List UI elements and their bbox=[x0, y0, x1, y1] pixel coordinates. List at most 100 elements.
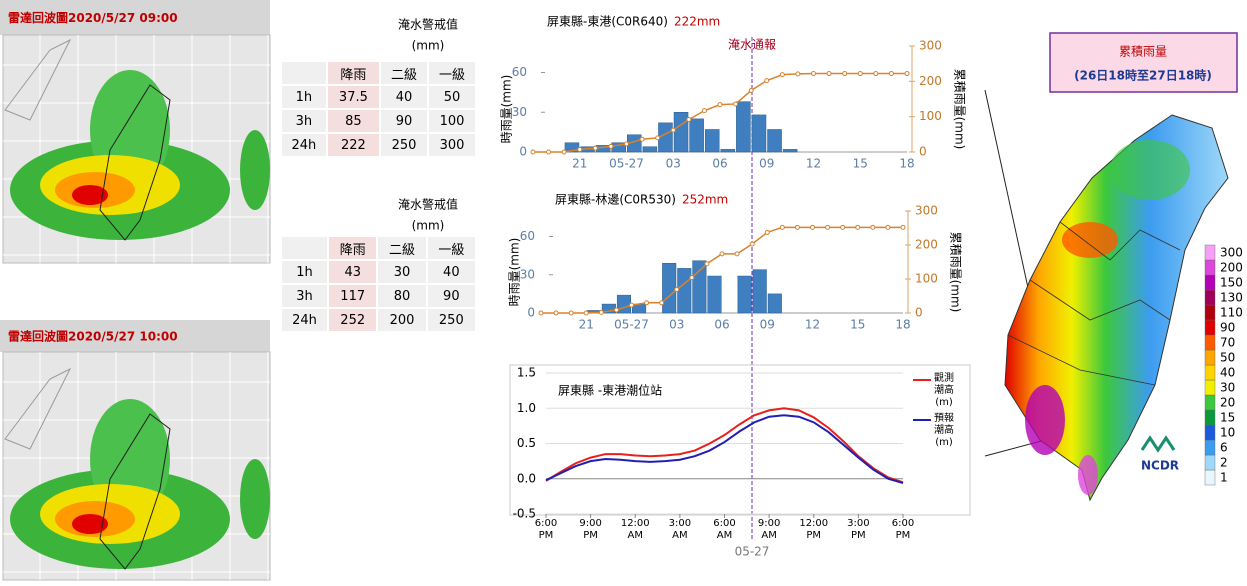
x-tick-label: 12:00 AM bbox=[620, 518, 650, 541]
line-point bbox=[842, 71, 848, 77]
echo-green bbox=[240, 459, 270, 539]
table-row: 3h 117 80 90 bbox=[282, 285, 475, 307]
legend-label: 150 bbox=[1220, 276, 1243, 290]
y-tick-label: 0 bbox=[527, 306, 535, 320]
line-point bbox=[670, 127, 676, 133]
line-point bbox=[840, 224, 846, 230]
line-point bbox=[733, 101, 739, 107]
x-tick-label: 6:00 AM bbox=[713, 518, 736, 541]
legend-label: 6 bbox=[1220, 441, 1228, 455]
line-point bbox=[704, 261, 710, 267]
x-tick-label: 18 bbox=[899, 157, 914, 171]
line-point bbox=[577, 147, 583, 153]
table-cell: 50 bbox=[428, 86, 475, 108]
table-cell: 24h bbox=[282, 134, 326, 156]
bar bbox=[642, 146, 658, 153]
threshold-table: 降雨 二級 一級 1h 43 30 40 3h 117 80 90 24h 252 200 250 bbox=[280, 235, 477, 333]
bar bbox=[707, 275, 722, 314]
table-cell: 300 bbox=[428, 134, 475, 156]
table-cell: 200 bbox=[378, 309, 426, 331]
rain-area bbox=[1025, 385, 1065, 455]
x-tick-label: 3:00 PM bbox=[847, 518, 870, 541]
legend-label: 預報潮高(m) bbox=[934, 413, 954, 448]
table-row: 24h 222 250 300 bbox=[282, 134, 475, 156]
legend-label: 200 bbox=[1220, 261, 1243, 275]
echo-green bbox=[240, 130, 270, 210]
line bbox=[545, 407, 904, 484]
legend-color bbox=[1204, 379, 1216, 396]
line-point bbox=[546, 149, 552, 155]
line-point bbox=[538, 310, 544, 316]
threshold-table: 降雨 二級 一級 1h 37.5 40 50 3h 85 90 100 24h 222 250 300 bbox=[280, 60, 477, 158]
line-point bbox=[686, 116, 692, 122]
line-point bbox=[659, 300, 665, 306]
radar-header bbox=[0, 320, 270, 352]
county-line bbox=[1059, 221, 1181, 261]
legend-color bbox=[1204, 439, 1216, 456]
table-unit: (mm) bbox=[412, 39, 445, 53]
bar bbox=[767, 129, 782, 153]
x-tick-label: 21 bbox=[579, 318, 594, 332]
bar bbox=[736, 101, 751, 153]
radar-title: 雷達回波圖2020/5/27 09:00 bbox=[8, 10, 178, 25]
y-tick-label: 0.5 bbox=[517, 436, 536, 450]
line-point bbox=[561, 149, 567, 155]
map-title: 累積雨量 bbox=[1119, 44, 1167, 59]
x-tick-label: 09 bbox=[759, 157, 774, 171]
bar bbox=[751, 114, 767, 153]
line-point bbox=[779, 224, 785, 230]
table-cell: 3h bbox=[282, 285, 328, 307]
x-tick-label: 06 bbox=[714, 318, 729, 332]
y2-tick-label: 200 bbox=[919, 74, 942, 88]
x-tick-label: 03 bbox=[666, 157, 681, 171]
bar bbox=[720, 149, 736, 153]
y-tick-label: 0.0 bbox=[517, 471, 536, 485]
table-cell: 85 bbox=[327, 110, 379, 132]
legend-color bbox=[1204, 319, 1216, 336]
line-point bbox=[717, 102, 723, 108]
bar bbox=[658, 122, 673, 153]
table-cell: 117 bbox=[329, 285, 377, 307]
y-tick-label: 60 bbox=[512, 65, 527, 79]
line-point bbox=[719, 251, 725, 257]
chart-title: 屏東縣-東港(C0R640) bbox=[547, 15, 668, 29]
legend-color bbox=[1204, 274, 1216, 291]
line-point bbox=[639, 136, 645, 142]
legend-color bbox=[1204, 289, 1216, 306]
x-tick-label: 21 bbox=[572, 157, 587, 171]
y-tick-label: 1.0 bbox=[517, 401, 536, 415]
y2-tick-label: 0 bbox=[915, 306, 923, 320]
line-point bbox=[530, 149, 536, 155]
x-tick-label: 09 bbox=[760, 318, 775, 332]
island-outline bbox=[99, 84, 171, 241]
y-tick-label: 0 bbox=[519, 145, 527, 159]
table-cell: 250 bbox=[381, 134, 427, 156]
line bbox=[541, 226, 903, 314]
line-point bbox=[553, 310, 559, 316]
header-row: 降雨 二級 一級 bbox=[282, 62, 475, 84]
legend-color bbox=[1204, 409, 1216, 426]
bar bbox=[782, 149, 798, 153]
line-point bbox=[644, 300, 650, 306]
y2-tick-label: 100 bbox=[919, 109, 942, 123]
table-unit: (mm) bbox=[412, 219, 445, 233]
x-tick-label: 15 bbox=[850, 318, 865, 332]
line-point bbox=[629, 302, 634, 308]
bar bbox=[704, 129, 720, 153]
legend-color bbox=[1204, 364, 1216, 381]
line-point bbox=[734, 251, 740, 257]
table-cell: 43 bbox=[329, 261, 377, 283]
line-point bbox=[583, 310, 589, 316]
x-tick-label: 05-27 bbox=[609, 157, 644, 171]
y2-tick-label: 0 bbox=[919, 145, 927, 159]
table-cell: 80 bbox=[378, 285, 426, 307]
line-point bbox=[870, 224, 876, 230]
y-tick-label: 30 bbox=[520, 267, 535, 281]
county-line bbox=[1007, 334, 1156, 386]
line-point bbox=[764, 78, 770, 84]
table-cell: 222 bbox=[327, 134, 379, 156]
table-title: 淹水警戒值 bbox=[398, 17, 458, 32]
y2-axis-label: 累積雨量(mm) bbox=[953, 69, 968, 150]
rain-area bbox=[1110, 140, 1190, 200]
